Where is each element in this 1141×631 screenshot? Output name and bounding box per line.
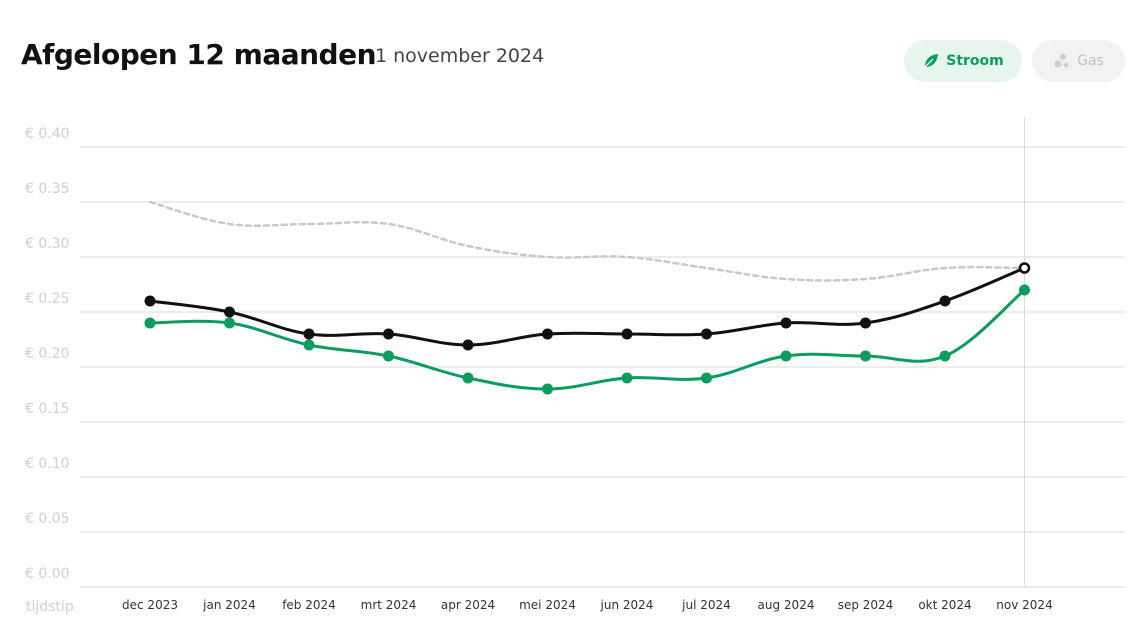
stroom-toggle-button[interactable]: Stroom [904, 40, 1022, 82]
data-point[interactable] [542, 328, 553, 340]
y-tick-label: € 0.20 [25, 346, 70, 362]
data-point[interactable] [780, 317, 792, 329]
y-tick-label: € 0.10 [25, 456, 70, 472]
x-axis-label: tijdstip [26, 599, 74, 615]
series-green [144, 284, 1030, 395]
y-tick-label: € 0.05 [25, 511, 70, 527]
data-point[interactable] [780, 350, 792, 362]
x-tick-label: jun 2024 [600, 598, 654, 612]
data-point[interactable] [383, 350, 394, 362]
data-point[interactable] [860, 350, 871, 362]
data-point[interactable] [303, 339, 315, 351]
x-tick-label: okt 2024 [918, 598, 971, 612]
stroom-toggle-label: Stroom [946, 53, 1004, 69]
data-point[interactable] [383, 328, 394, 340]
data-point[interactable] [462, 339, 474, 351]
data-point[interactable] [224, 317, 235, 329]
data-point[interactable] [542, 383, 553, 395]
data-point[interactable] [224, 306, 235, 318]
data-point[interactable] [1018, 262, 1031, 274]
series-line-black [148, 266, 1026, 347]
data-point[interactable] [939, 295, 951, 307]
data-point[interactable] [701, 328, 712, 340]
leaf-icon [922, 52, 940, 70]
y-tick-label: € 0.25 [25, 291, 70, 307]
x-tick-label: aug 2024 [758, 598, 815, 612]
series-black [144, 262, 1031, 351]
series-dashed [148, 200, 1026, 282]
series-line-green [148, 288, 1026, 391]
gas-toggle-label: Gas [1077, 53, 1104, 69]
data-point[interactable] [144, 295, 156, 307]
x-tick-label: jul 2024 [681, 598, 731, 612]
gas-bubbles-icon [1053, 52, 1071, 70]
date-label: 1 november 2024 [375, 45, 545, 67]
series-line-dashed [148, 200, 1026, 282]
data-point[interactable] [144, 317, 156, 329]
data-point[interactable] [303, 328, 315, 340]
x-tick-label: sep 2024 [838, 598, 894, 612]
y-tick-label: € 0.15 [25, 401, 70, 417]
x-tick-label: dec 2023 [122, 598, 178, 612]
data-point[interactable] [621, 328, 633, 340]
y-axis-ticks: € 0.00 € 0.05 € 0.10 € 0.15 € 0.20 € 0.25 € 0.… [25, 126, 70, 582]
x-tick-label: jan 2024 [202, 598, 256, 612]
data-point[interactable] [1019, 284, 1030, 296]
y-tick-label: € 0.40 [25, 126, 70, 142]
data-point[interactable] [701, 372, 712, 384]
data-point[interactable] [462, 372, 474, 384]
data-point[interactable] [621, 372, 633, 384]
x-tick-label: mrt 2024 [361, 598, 417, 612]
x-tick-label: feb 2024 [282, 598, 336, 612]
x-tick-label: mei 2024 [519, 598, 576, 612]
page-title: Afgelopen 12 maanden [21, 38, 377, 71]
y-tick-label: € 0.00 [25, 566, 70, 582]
chart-series [144, 200, 1031, 395]
x-tick-label: nov 2024 [996, 598, 1052, 612]
gas-toggle-button[interactable]: Gas [1032, 40, 1125, 82]
x-axis-ticks: dec 2023 jan 2024 feb 2024 mrt 2024 apr 2024… [122, 598, 1053, 612]
y-tick-label: € 0.30 [25, 236, 70, 252]
x-tick-label: apr 2024 [441, 598, 495, 612]
data-point[interactable] [860, 317, 871, 329]
y-tick-label: € 0.35 [25, 181, 70, 197]
data-point[interactable] [939, 350, 951, 362]
chart-gridlines [80, 146, 1125, 588]
